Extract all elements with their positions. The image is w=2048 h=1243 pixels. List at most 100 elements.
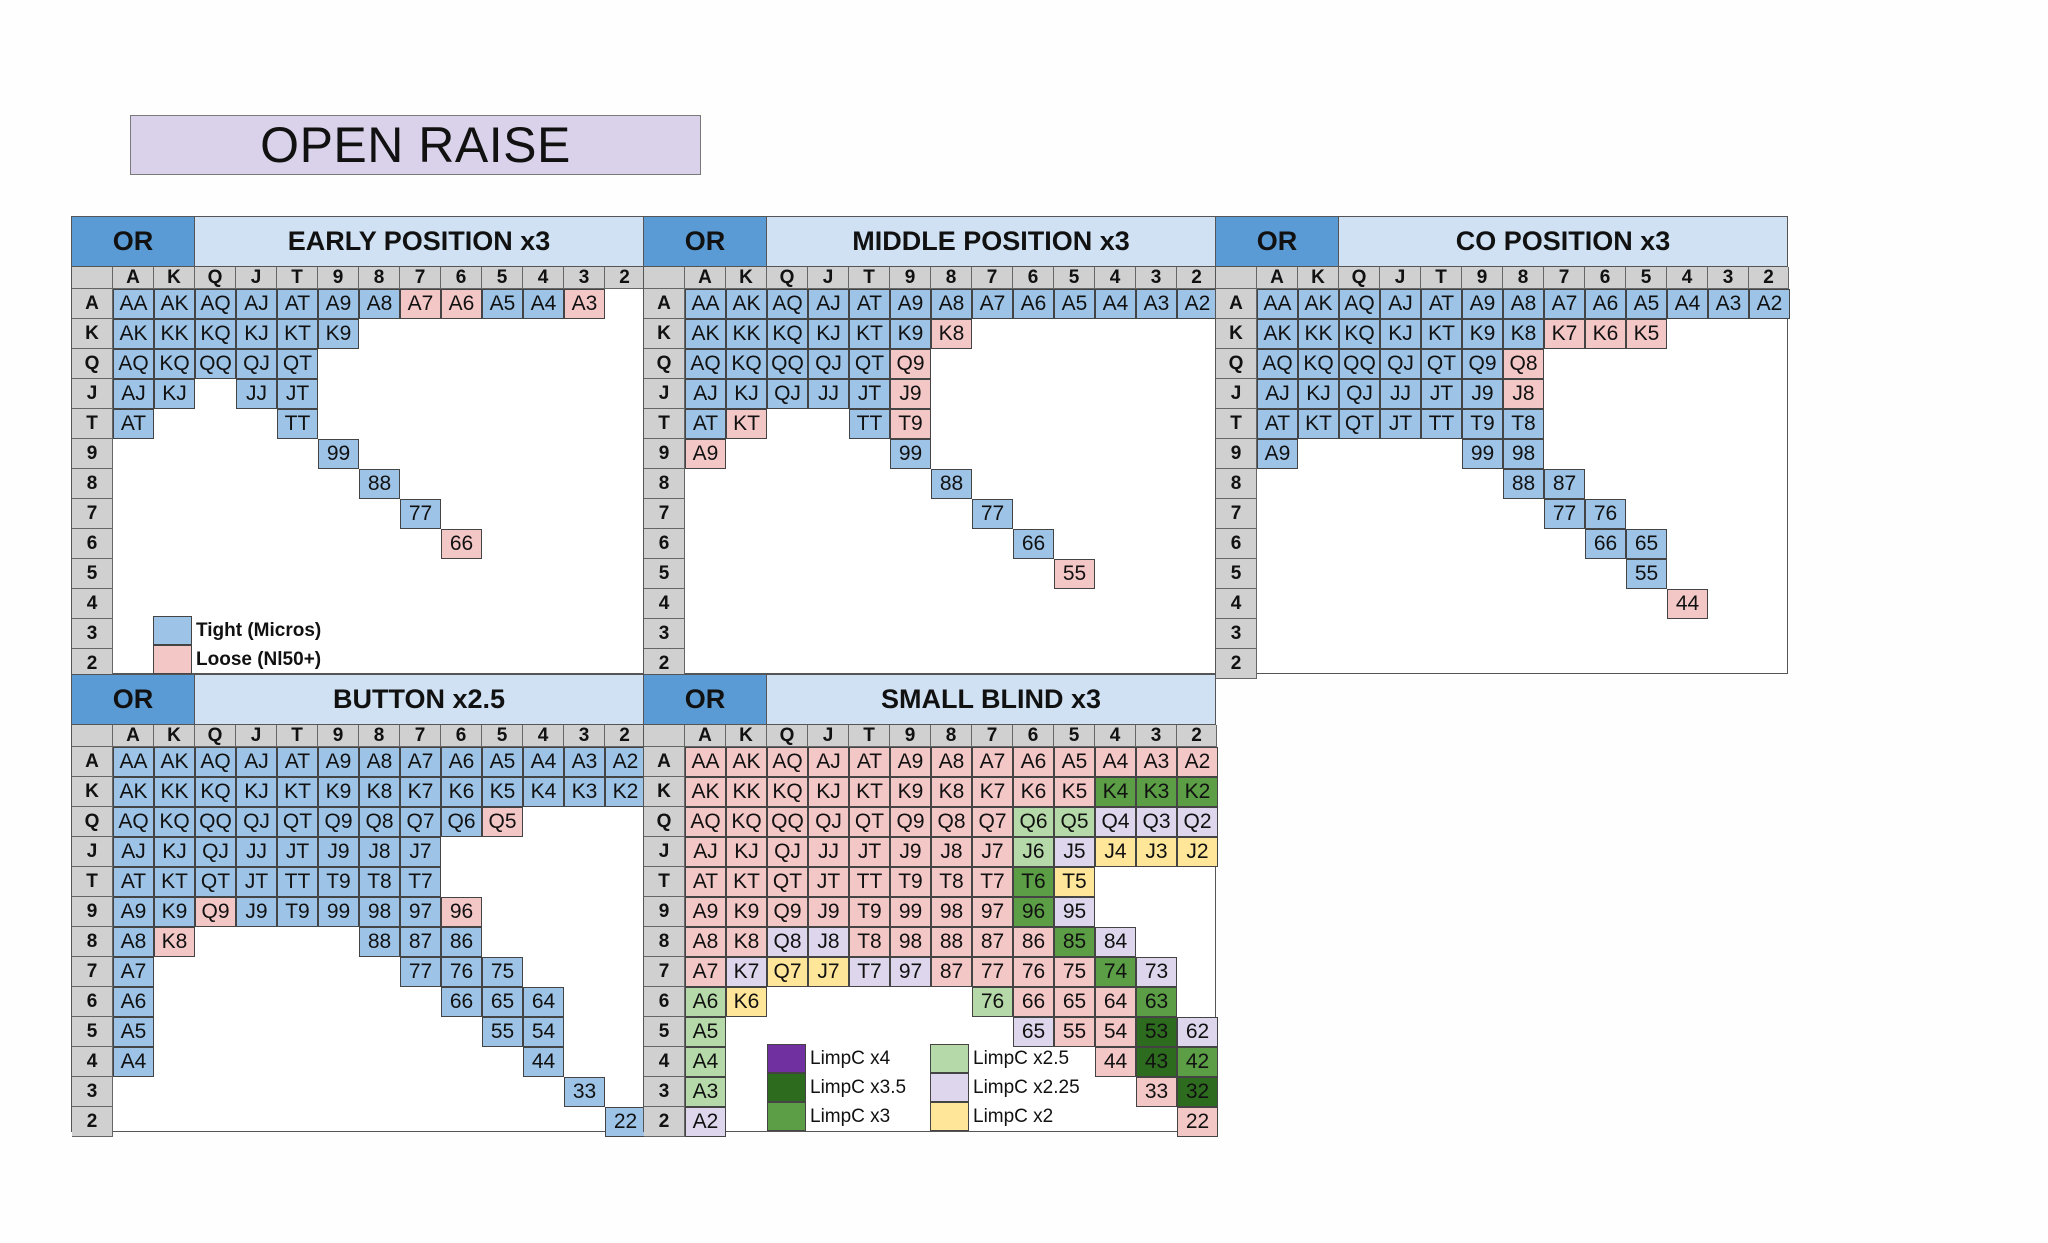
hand-cell[interactable]: A6 xyxy=(441,289,482,319)
hand-cell[interactable]: QT xyxy=(277,349,318,379)
hand-cell[interactable]: KT xyxy=(277,319,318,349)
hand-cell[interactable]: A2 xyxy=(1177,289,1218,319)
hand-cell[interactable]: QJ xyxy=(1380,349,1421,379)
hand-cell[interactable]: QJ xyxy=(1339,379,1380,409)
hand-cell[interactable]: A9 xyxy=(318,747,359,777)
hand-cell[interactable]: 76 xyxy=(1585,499,1626,529)
hand-cell[interactable]: AK xyxy=(685,777,726,807)
hand-cell[interactable]: TT xyxy=(277,409,318,439)
hand-cell[interactable]: A6 xyxy=(1013,289,1054,319)
hand-cell[interactable]: J3 xyxy=(1136,837,1177,867)
hand-cell[interactable]: AK xyxy=(1257,319,1298,349)
hand-cell[interactable]: Q7 xyxy=(767,957,808,987)
hand-cell[interactable]: A5 xyxy=(482,289,523,319)
hand-cell[interactable]: A8 xyxy=(931,289,972,319)
hand-cell[interactable]: Q7 xyxy=(972,807,1013,837)
hand-cell[interactable]: K3 xyxy=(564,777,605,807)
hand-cell[interactable]: 22 xyxy=(605,1107,646,1137)
hand-cell[interactable]: 99 xyxy=(890,897,931,927)
hand-cell[interactable]: Q9 xyxy=(890,807,931,837)
hand-cell[interactable]: A3 xyxy=(685,1077,726,1107)
hand-cell[interactable]: 66 xyxy=(1013,529,1054,559)
hand-cell[interactable]: JT xyxy=(277,379,318,409)
hand-cell[interactable]: QT xyxy=(277,807,318,837)
hand-cell[interactable]: A9 xyxy=(318,289,359,319)
hand-cell[interactable]: 99 xyxy=(318,897,359,927)
hand-cell[interactable]: T7 xyxy=(400,867,441,897)
hand-cell[interactable]: 77 xyxy=(400,499,441,529)
hand-cell[interactable]: A2 xyxy=(685,1107,726,1137)
hand-cell[interactable]: 66 xyxy=(1585,529,1626,559)
hand-cell[interactable]: K5 xyxy=(482,777,523,807)
hand-cell[interactable]: J2 xyxy=(1177,837,1218,867)
hand-cell[interactable]: Q5 xyxy=(482,807,523,837)
hand-cell[interactable]: K8 xyxy=(1503,319,1544,349)
hand-cell[interactable]: Q8 xyxy=(767,927,808,957)
hand-cell[interactable]: AQ xyxy=(1339,289,1380,319)
hand-cell[interactable]: QJ xyxy=(767,837,808,867)
hand-cell[interactable]: K9 xyxy=(318,777,359,807)
hand-cell[interactable]: Q4 xyxy=(1095,807,1136,837)
hand-cell[interactable]: T8 xyxy=(931,867,972,897)
hand-cell[interactable]: A9 xyxy=(1462,289,1503,319)
hand-cell[interactable]: AT xyxy=(113,867,154,897)
hand-cell[interactable]: AT xyxy=(113,409,154,439)
hand-cell[interactable]: AJ xyxy=(113,379,154,409)
hand-cell[interactable]: KJ xyxy=(236,319,277,349)
hand-cell[interactable]: T9 xyxy=(277,897,318,927)
hand-cell[interactable]: 96 xyxy=(1013,897,1054,927)
hand-cell[interactable]: 97 xyxy=(972,897,1013,927)
hand-cell[interactable]: QQ xyxy=(767,807,808,837)
hand-cell[interactable]: K9 xyxy=(1462,319,1503,349)
hand-cell[interactable]: JT xyxy=(849,837,890,867)
hand-cell[interactable]: QQ xyxy=(1339,349,1380,379)
hand-cell[interactable]: J5 xyxy=(1054,837,1095,867)
hand-cell[interactable]: 88 xyxy=(1503,469,1544,499)
hand-cell[interactable]: 53 xyxy=(1136,1017,1177,1047)
hand-cell[interactable]: K8 xyxy=(359,777,400,807)
hand-cell[interactable]: AJ xyxy=(1380,289,1421,319)
hand-cell[interactable]: T9 xyxy=(1462,409,1503,439)
hand-cell[interactable]: Q9 xyxy=(1462,349,1503,379)
hand-cell[interactable]: KK xyxy=(726,319,767,349)
hand-cell[interactable]: A9 xyxy=(890,289,931,319)
hand-cell[interactable]: AK xyxy=(154,289,195,319)
hand-cell[interactable]: JT xyxy=(849,379,890,409)
hand-cell[interactable]: 99 xyxy=(890,439,931,469)
hand-cell[interactable]: AT xyxy=(1257,409,1298,439)
hand-cell[interactable]: A8 xyxy=(359,747,400,777)
hand-cell[interactable]: AJ xyxy=(1257,379,1298,409)
hand-cell[interactable]: 65 xyxy=(1054,987,1095,1017)
hand-cell[interactable]: Q6 xyxy=(1013,807,1054,837)
hand-cell[interactable]: T9 xyxy=(890,409,931,439)
hand-cell[interactable]: AK xyxy=(154,747,195,777)
hand-cell[interactable]: T7 xyxy=(849,957,890,987)
hand-cell[interactable]: 54 xyxy=(523,1017,564,1047)
hand-cell[interactable]: 98 xyxy=(1503,439,1544,469)
hand-cell[interactable]: TT xyxy=(849,409,890,439)
hand-cell[interactable]: 87 xyxy=(931,957,972,987)
hand-cell[interactable]: AK xyxy=(113,777,154,807)
hand-cell[interactable]: J6 xyxy=(1013,837,1054,867)
hand-cell[interactable]: 55 xyxy=(1626,559,1667,589)
hand-cell[interactable]: K3 xyxy=(1136,777,1177,807)
hand-cell[interactable]: T6 xyxy=(1013,867,1054,897)
hand-cell[interactable]: A5 xyxy=(685,1017,726,1047)
hand-cell[interactable]: K4 xyxy=(1095,777,1136,807)
hand-cell[interactable]: TT xyxy=(849,867,890,897)
hand-cell[interactable]: 64 xyxy=(523,987,564,1017)
hand-cell[interactable]: Q9 xyxy=(318,807,359,837)
hand-cell[interactable]: K7 xyxy=(972,777,1013,807)
hand-cell[interactable]: KJ xyxy=(1380,319,1421,349)
hand-cell[interactable]: J7 xyxy=(808,957,849,987)
hand-cell[interactable]: QQ xyxy=(767,349,808,379)
hand-cell[interactable]: K5 xyxy=(1626,319,1667,349)
hand-cell[interactable]: 98 xyxy=(931,897,972,927)
hand-cell[interactable]: A5 xyxy=(1054,289,1095,319)
hand-cell[interactable]: KT xyxy=(1298,409,1339,439)
hand-cell[interactable]: KQ xyxy=(154,349,195,379)
hand-cell[interactable]: A4 xyxy=(113,1047,154,1077)
hand-cell[interactable]: J8 xyxy=(931,837,972,867)
hand-cell[interactable]: 97 xyxy=(890,957,931,987)
hand-cell[interactable]: Q8 xyxy=(359,807,400,837)
